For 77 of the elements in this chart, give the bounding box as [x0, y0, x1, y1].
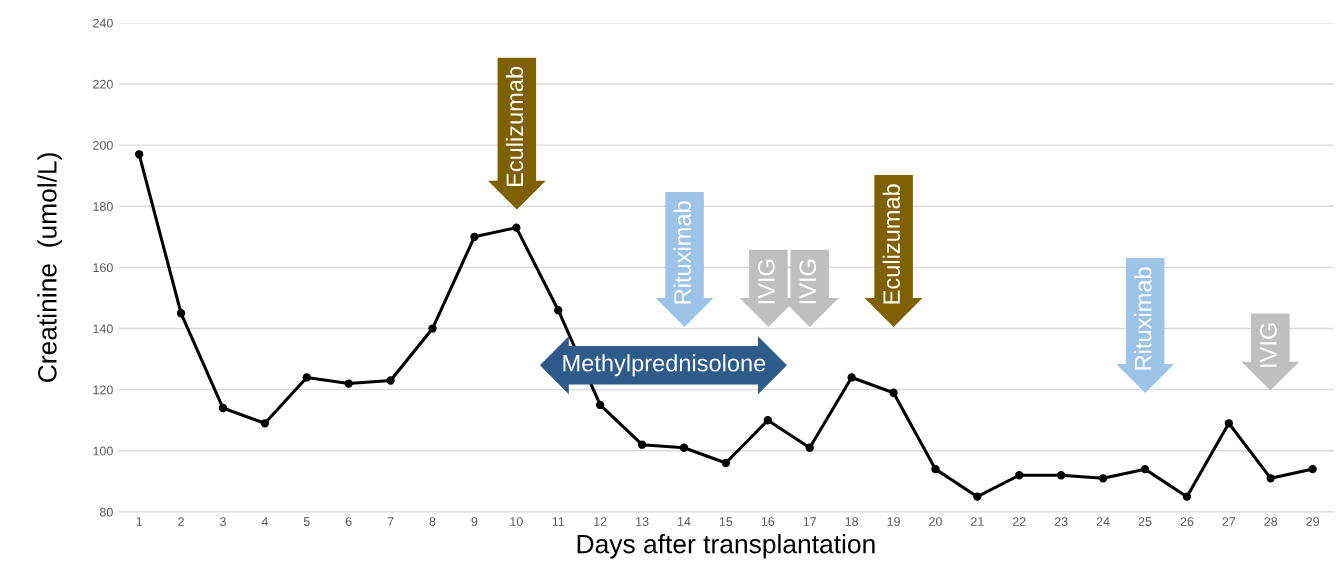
x-tick-label: 9 [471, 517, 478, 526]
x-tick-label: 24 [1096, 517, 1110, 526]
x-tick-label: 5 [303, 517, 310, 526]
x-tick-label: 3 [219, 517, 226, 526]
x-tick-label: 11 [552, 517, 565, 526]
point [1308, 464, 1317, 474]
point [176, 309, 186, 318]
point [260, 419, 270, 428]
x-tick-label: 16 [761, 517, 775, 526]
y-tick-label: 240 [93, 18, 113, 28]
annotation: Methylprednisolone [563, 354, 766, 377]
point [973, 492, 982, 501]
x-tick-label: 29 [1306, 517, 1319, 526]
x-tick-label: 28 [1264, 517, 1278, 526]
x-tick-label: 8 [429, 517, 436, 526]
annotation: Rituximab [673, 201, 691, 304]
y-tick-label: 120 [93, 385, 113, 395]
x-tick-label: 27 [1222, 517, 1236, 526]
point [931, 464, 940, 474]
point [805, 443, 814, 452]
point [1182, 492, 1192, 501]
y-tick-label: 100 [93, 446, 113, 456]
x-tick-label: 26 [1180, 517, 1194, 526]
point [1266, 474, 1275, 483]
x-tick-label: 19 [887, 517, 900, 526]
y-tick-label: 200 [93, 140, 113, 150]
x-tick-label: 18 [845, 517, 859, 526]
y-tick-label: 80 [99, 507, 113, 517]
point [302, 373, 311, 382]
point [679, 443, 689, 452]
y-tick-label: 160 [93, 263, 113, 273]
x-tick-label: 14 [677, 517, 691, 526]
annotation: IVIG [1260, 323, 1277, 367]
point [889, 388, 898, 397]
point [1224, 419, 1233, 428]
x-tick-label: 2 [178, 517, 184, 526]
point [134, 150, 144, 159]
x-tick-label: 13 [636, 517, 649, 526]
point [763, 416, 772, 425]
x-tick-label: 23 [1054, 517, 1068, 526]
y-axis-title: Creatinine (umol/L) [37, 153, 62, 382]
x-axis-title: Days after transplantation [577, 534, 875, 559]
point [218, 403, 228, 413]
x-tick-label: 20 [929, 517, 942, 526]
x-tick-label: 15 [719, 517, 733, 526]
point [595, 400, 605, 410]
x-tick-label: 12 [594, 517, 607, 526]
point [847, 373, 856, 382]
y-tick-label: 220 [93, 79, 113, 89]
x-tick-label: 21 [971, 517, 984, 526]
y-tick-label: 180 [93, 202, 113, 211]
point [428, 324, 437, 333]
annotation: IVIG [758, 259, 775, 304]
x-tick-label: 1 [136, 517, 143, 526]
point [386, 376, 395, 385]
x-tick-label: 6 [345, 517, 352, 526]
x-tick-label: 7 [387, 517, 394, 526]
x-tick-label: 22 [1012, 517, 1026, 526]
point [512, 223, 521, 232]
x-tick-label: 10 [510, 517, 523, 526]
x-tick-label: 25 [1138, 517, 1152, 526]
point [1098, 474, 1108, 483]
x-tick-label: 17 [803, 517, 817, 526]
point [1140, 464, 1150, 474]
point [1057, 471, 1066, 480]
y-tick-label: 140 [93, 324, 113, 334]
point [1015, 471, 1024, 480]
annotation: Eculizumab [882, 184, 900, 304]
x-tick-label: 4 [261, 517, 268, 526]
annotation: IVIG [799, 259, 817, 304]
point [554, 306, 563, 315]
point [344, 379, 353, 388]
point [470, 232, 479, 242]
annotation: Rituximab [1134, 267, 1152, 370]
point [637, 440, 647, 449]
annotation: Eculizumab [505, 66, 524, 187]
point [721, 458, 731, 468]
